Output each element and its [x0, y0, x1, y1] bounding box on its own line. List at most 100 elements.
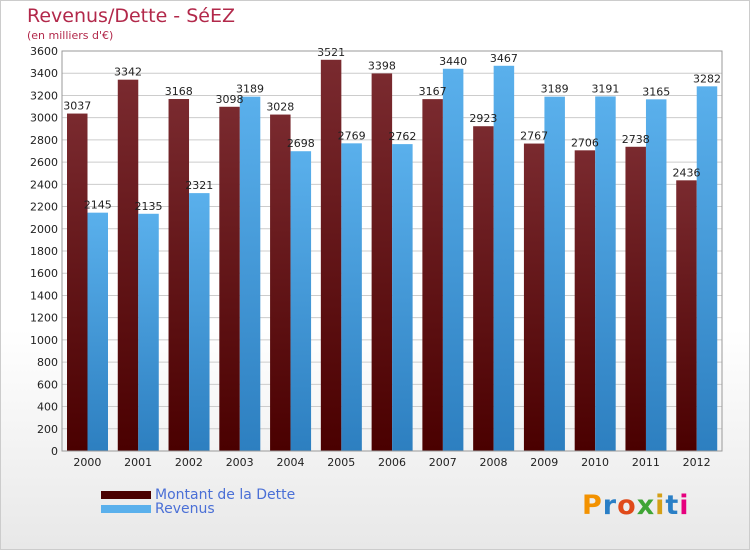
data-label-debt-2001: 3342	[114, 66, 142, 79]
data-label-debt-2008: 2923	[469, 112, 497, 125]
x-tick-label: 2004	[276, 456, 304, 469]
x-tick-label: 2008	[480, 456, 508, 469]
bar-revenue-2012	[696, 86, 718, 451]
y-tick-label: 3400	[30, 67, 58, 80]
data-label-debt-2007: 3167	[419, 85, 447, 98]
data-label-revenue-2002: 2321	[185, 179, 213, 192]
bar-revenue-2005	[341, 143, 362, 452]
y-tick-label: 2600	[30, 156, 58, 169]
y-tick-label: 1800	[30, 245, 58, 258]
data-label-revenue-2006: 2762	[388, 130, 416, 143]
bar-debt-2008	[473, 126, 494, 451]
bar-debt-2005	[320, 59, 342, 452]
bar-debt-2001	[117, 79, 139, 452]
y-tick-label: 3000	[30, 112, 58, 125]
data-label-debt-2000: 3037	[63, 100, 91, 113]
bar-debt-2000	[67, 113, 88, 452]
data-label-debt-2009: 2767	[520, 130, 548, 143]
y-tick-label: 2200	[30, 201, 58, 214]
brand-letter: o	[617, 490, 637, 521]
bar-debt-2003	[219, 106, 240, 452]
legend-swatch-debt	[101, 491, 151, 499]
y-tick-label: 3200	[30, 89, 58, 102]
data-label-revenue-2003: 3189	[236, 83, 264, 96]
y-tick-label: 400	[37, 401, 58, 414]
bar-revenue-2004	[290, 151, 312, 451]
bar-debt-2012	[676, 180, 697, 452]
x-tick-label: 2001	[124, 456, 152, 469]
chart-subtitle: (en milliers d'€)	[27, 29, 114, 42]
data-label-revenue-2011: 3165	[642, 85, 670, 98]
y-tick-label: 2400	[30, 178, 58, 191]
bar-revenue-2010	[595, 96, 616, 451]
data-label-revenue-2005: 2769	[338, 129, 366, 142]
bar-revenue-2002	[189, 193, 210, 451]
y-tick-label: 1200	[30, 312, 58, 325]
data-label-debt-2002: 3168	[165, 85, 193, 98]
data-label-revenue-2010: 3191	[591, 82, 619, 95]
x-tick-label: 2012	[683, 456, 711, 469]
bar-revenue-2009	[544, 96, 565, 452]
data-label-revenue-2008: 3467	[490, 52, 518, 65]
y-tick-label: 1600	[30, 267, 58, 280]
bar-debt-2009	[523, 143, 545, 452]
chart-title: Revenus/Dette - SéEZ	[27, 5, 235, 27]
data-label-revenue-2012: 3282	[693, 72, 721, 85]
data-label-revenue-2009: 3189	[541, 83, 569, 96]
bar-debt-2010	[574, 150, 596, 452]
data-label-debt-2012: 2436	[672, 166, 700, 179]
plot-border	[61, 50, 723, 452]
bar-revenue-2006	[392, 144, 413, 451]
legend-swatch-revenue	[101, 505, 151, 513]
y-tick-label: 1000	[30, 334, 58, 347]
brand-letter: t	[665, 490, 680, 521]
y-tick-label: 2000	[30, 223, 58, 236]
data-label-debt-2005: 3521	[317, 46, 345, 59]
data-label-debt-2006: 3398	[368, 59, 396, 72]
y-tick-label: 1400	[30, 289, 58, 302]
data-label-revenue-2004: 2698	[287, 137, 315, 150]
x-tick-label: 2003	[226, 456, 254, 469]
brand-letter: i	[679, 490, 690, 521]
y-tick-label: 0	[51, 445, 58, 458]
data-label-debt-2010: 2706	[571, 136, 599, 149]
bar-revenue-2007	[442, 68, 464, 452]
y-tick-label: 3600	[30, 45, 58, 58]
y-tick-label: 200	[37, 423, 58, 436]
legend-item-revenue: Revenus	[101, 501, 215, 517]
bar-debt-2011	[625, 146, 646, 451]
bar-debt-2007	[422, 99, 443, 451]
data-label-debt-2003: 3098	[216, 93, 244, 106]
y-tick-label: 800	[37, 356, 58, 369]
data-label-revenue-2001: 2135	[135, 200, 163, 213]
bar-debt-2004	[270, 114, 291, 452]
bar-revenue-2008	[493, 65, 515, 452]
bar-revenue-2001	[138, 213, 159, 451]
brand-letter: r	[602, 490, 618, 521]
x-tick-label: 2007	[429, 456, 457, 469]
x-tick-label: 2002	[175, 456, 203, 469]
x-tick-label: 2005	[327, 456, 355, 469]
y-tick-label: 600	[37, 378, 58, 391]
bar-revenue-2000	[87, 212, 108, 451]
bar-revenue-2011	[645, 99, 667, 451]
brand-letter: x	[636, 490, 656, 521]
x-tick-label: 2010	[581, 456, 609, 469]
data-label-debt-2011: 2738	[622, 133, 650, 146]
legend-label-revenue: Revenus	[155, 501, 215, 517]
data-label-revenue-2007: 3440	[439, 55, 467, 68]
bar-debt-2006	[371, 73, 393, 451]
legend-label-debt: Montant de la Dette	[155, 487, 296, 503]
brand-letter: P	[582, 490, 603, 521]
x-tick-label: 2000	[73, 456, 101, 469]
x-tick-label: 2006	[378, 456, 406, 469]
brand-letter: i	[655, 490, 666, 521]
x-tick-label: 2011	[632, 456, 660, 469]
y-tick-label: 2800	[30, 134, 58, 147]
x-tick-label: 2009	[530, 456, 558, 469]
bar-debt-2002	[168, 99, 190, 451]
data-label-revenue-2000: 2145	[84, 199, 112, 212]
legend-item-debt: Montant de la Dette	[101, 487, 295, 503]
